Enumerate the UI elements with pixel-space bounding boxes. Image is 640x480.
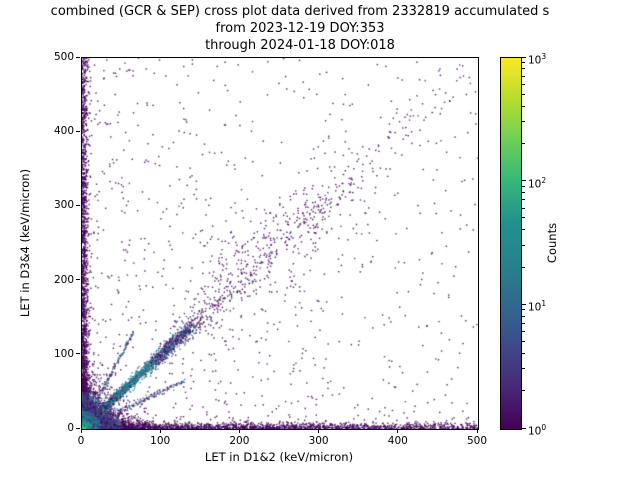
colorbar-tick-label: 100	[528, 423, 547, 438]
x-tick-mark	[159, 429, 161, 433]
colorbar-minor-tick-mark	[522, 331, 525, 333]
colorbar-minor-tick-mark	[522, 142, 525, 144]
colorbar-minor-tick-mark	[522, 368, 525, 370]
x-tick-label: 400	[387, 435, 408, 447]
colorbar-minor-tick-mark	[522, 217, 525, 219]
y-tick-mark	[76, 353, 80, 355]
x-tick-label: 200	[229, 435, 250, 447]
colorbar-minor-tick-mark	[522, 341, 525, 343]
scatter-canvas	[82, 58, 478, 429]
colorbar-tick-mark	[522, 180, 526, 182]
y-tick-label: 100	[53, 347, 74, 360]
colorbar	[500, 57, 522, 430]
y-tick-label: 300	[53, 199, 74, 212]
colorbar-minor-tick-mark	[522, 68, 525, 70]
chart-title-line3: through 2024-01-18 DOY:018	[205, 38, 395, 53]
x-tick-label: 100	[150, 435, 171, 447]
colorbar-minor-tick-mark	[522, 62, 525, 64]
colorbar-minor-tick-mark	[522, 322, 525, 324]
colorbar-minor-tick-mark	[522, 105, 525, 107]
chart-title-line2: from 2023-12-19 DOY:353	[215, 21, 385, 36]
colorbar-minor-tick-mark	[522, 244, 525, 246]
x-tick-label: 500	[466, 435, 488, 447]
colorbar-minor-tick-mark	[522, 315, 525, 317]
y-axis-label: LET in D3&4 (keV/micron)	[18, 168, 33, 317]
x-tick-mark	[476, 429, 478, 433]
colorbar-tick-mark	[522, 427, 526, 429]
colorbar-minor-tick-mark	[522, 207, 525, 209]
colorbar-minor-tick-mark	[522, 309, 525, 311]
plot-area	[81, 57, 479, 430]
colorbar-minor-tick-mark	[522, 75, 525, 77]
colorbar-label-box: Counts	[543, 57, 561, 428]
y-tick-mark	[76, 427, 80, 429]
colorbar-minor-tick-mark	[522, 199, 525, 201]
chart-title-line1: combined (GCR & SEP) cross plot data der…	[50, 4, 550, 19]
colorbar-tick-label: 102	[528, 175, 547, 191]
x-tick-mark	[318, 429, 320, 433]
colorbar-minor-tick-mark	[522, 353, 525, 355]
colorbar-tick-mark	[522, 56, 526, 58]
colorbar-minor-tick-mark	[522, 121, 525, 123]
colorbar-minor-tick-mark	[522, 229, 525, 231]
x-tick-mark	[238, 429, 240, 433]
y-tick-label: 400	[53, 125, 74, 138]
colorbar-minor-tick-mark	[522, 390, 525, 392]
y-tick-mark	[76, 56, 80, 58]
y-axis-label-box: LET in D3&4 (keV/micron)	[16, 57, 34, 428]
y-tick-mark	[76, 130, 80, 132]
x-axis-label: LET in D1&2 (keV/micron)	[204, 450, 354, 464]
colorbar-minor-tick-mark	[522, 266, 525, 268]
x-tick-mark	[397, 429, 399, 433]
colorbar-tick-label: 101	[528, 299, 547, 314]
y-tick-label: 0	[67, 422, 74, 434]
y-tick-label: 500	[53, 51, 74, 63]
colorbar-tick-label: 103	[528, 52, 547, 67]
x-tick-label: 300	[308, 435, 329, 447]
colorbar-tick-mark	[522, 303, 526, 305]
y-tick-mark	[76, 204, 80, 206]
colorbar-minor-tick-mark	[522, 192, 525, 194]
colorbar-minor-tick-mark	[522, 93, 525, 95]
colorbar-label: Counts	[545, 222, 559, 263]
y-tick-label: 200	[53, 273, 74, 286]
x-tick-mark	[80, 429, 82, 433]
colorbar-minor-tick-mark	[522, 185, 525, 187]
x-tick-label: 0	[77, 435, 85, 447]
colorbar-minor-tick-mark	[522, 83, 525, 85]
y-tick-mark	[76, 279, 80, 281]
